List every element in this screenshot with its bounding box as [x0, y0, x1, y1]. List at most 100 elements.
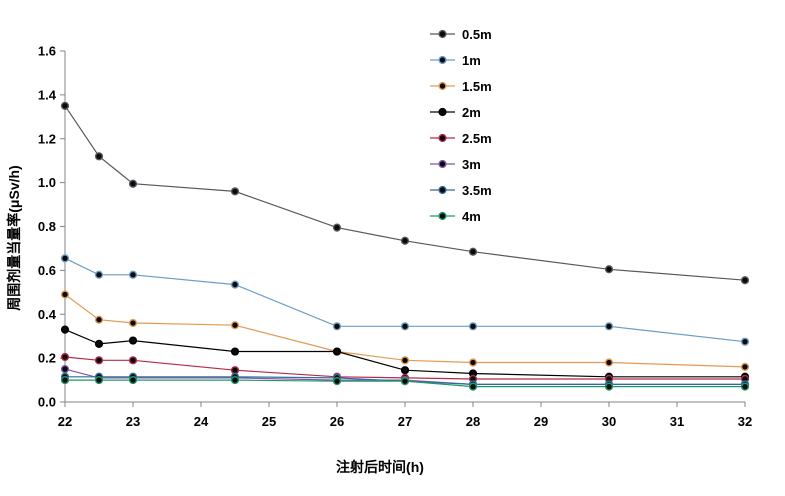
data-point: [230, 187, 240, 196]
data-point: [94, 315, 104, 324]
data-point: [332, 223, 342, 232]
legend-item-0.5m: 0.5m: [430, 27, 492, 42]
data-point: [60, 290, 70, 299]
x-tick-label: 25: [262, 414, 276, 429]
y-tick-label: 0.4: [38, 307, 57, 322]
legend-marker: [438, 107, 447, 117]
legend: 0.5m 1m 1.5m 2m 2.5m 3m 3.5m 4m: [430, 27, 492, 224]
legend-marker: [438, 29, 447, 39]
x-tick-label: 22: [58, 414, 72, 429]
x-tick-label: 30: [602, 414, 616, 429]
series-1m: [60, 254, 750, 346]
x-tick-label: 29: [534, 414, 548, 429]
data-point: [60, 352, 70, 362]
data-point: [400, 322, 410, 331]
y-tick-label: 0.6: [38, 263, 56, 278]
legend-marker: [438, 185, 447, 195]
data-point: [60, 254, 70, 263]
data-point: [230, 280, 240, 289]
legend-label: 2m: [462, 105, 481, 120]
y-tick-label: 0.0: [38, 395, 56, 410]
data-point: [740, 362, 750, 372]
data-point: [400, 356, 410, 365]
legend-label: 4m: [462, 209, 481, 224]
data-point: [128, 270, 138, 279]
data-point: [604, 265, 614, 274]
data-point: [128, 179, 138, 188]
data-point: [332, 377, 342, 386]
data-point: [128, 356, 138, 365]
legend-item-1m: 1m: [430, 53, 481, 68]
legend-marker: [438, 55, 447, 65]
data-point: [468, 382, 478, 391]
data-point: [128, 336, 138, 345]
data-point: [604, 322, 614, 331]
data-point: [230, 366, 240, 375]
data-point: [94, 375, 104, 385]
axes: 0.0 0.2 0.4 0.6 0.8 1.0 1.2 1.4 1.6 22 23 24 25 26 27 2…: [38, 44, 752, 430]
data-point: [604, 382, 614, 391]
data-point: [332, 347, 342, 356]
y-tick-label: 1.4: [38, 87, 57, 102]
data-point: [60, 101, 70, 110]
legend-item-1.5m: 1.5m: [430, 79, 492, 94]
y-tick-label: 0.2: [38, 351, 56, 366]
x-tick-label: 26: [330, 414, 344, 429]
data-point: [400, 236, 410, 245]
data-point: [468, 247, 478, 256]
x-tick-label: 24: [194, 414, 209, 429]
y-axis-title: 周围剂量当量率(μSv/h): [6, 165, 22, 310]
data-point: [60, 325, 70, 334]
y-tick-label: 1.6: [38, 44, 56, 59]
x-tick-label: 23: [126, 414, 140, 429]
legend-item-3m: 3m: [430, 157, 481, 172]
data-point: [400, 377, 410, 386]
data-point: [740, 276, 750, 285]
data-point: [468, 358, 478, 367]
legend-label: 3.5m: [462, 183, 492, 198]
x-tick-label: 28: [466, 414, 480, 429]
legend-marker: [438, 133, 447, 143]
x-tick-label: 32: [738, 414, 752, 429]
data-point: [128, 375, 138, 385]
legend-item-2m: 2m: [430, 105, 481, 120]
data-point: [94, 339, 104, 348]
y-tick-label: 1.0: [38, 175, 56, 190]
legend-marker: [438, 159, 447, 169]
data-point: [230, 375, 240, 385]
data-point: [468, 322, 478, 331]
series-layer: [60, 101, 750, 391]
data-point: [400, 366, 410, 375]
data-point: [94, 152, 104, 161]
legend-label: 1m: [462, 53, 481, 68]
data-point: [60, 364, 70, 374]
data-point: [740, 382, 750, 391]
data-point: [604, 358, 614, 367]
x-tick-label: 27: [398, 414, 412, 429]
legend-label: 3m: [462, 157, 481, 172]
legend-label: 2.5m: [462, 131, 492, 146]
legend-marker: [438, 81, 447, 91]
legend-item-2.5m: 2.5m: [430, 131, 492, 146]
y-tick-label: 1.2: [38, 131, 56, 146]
data-point: [128, 318, 138, 328]
legend-label: 0.5m: [462, 27, 492, 42]
data-point: [740, 337, 750, 346]
series-0.5m: [60, 101, 750, 285]
y-tick-label: 0.8: [38, 219, 56, 234]
x-tick-label: 31: [670, 414, 684, 429]
legend-item-4m: 4m: [430, 209, 481, 224]
series-4m: [60, 375, 750, 391]
legend-item-3.5m: 3.5m: [430, 183, 492, 198]
legend-label: 1.5m: [462, 79, 492, 94]
data-point: [230, 347, 240, 356]
data-point: [60, 375, 70, 385]
series-2m: [60, 325, 750, 381]
legend-marker: [438, 211, 447, 221]
data-point: [230, 321, 240, 330]
series-line: [64, 105, 746, 281]
data-point: [332, 322, 342, 331]
data-point: [94, 356, 104, 365]
x-axis-title: 注射后时间(h): [336, 459, 424, 475]
